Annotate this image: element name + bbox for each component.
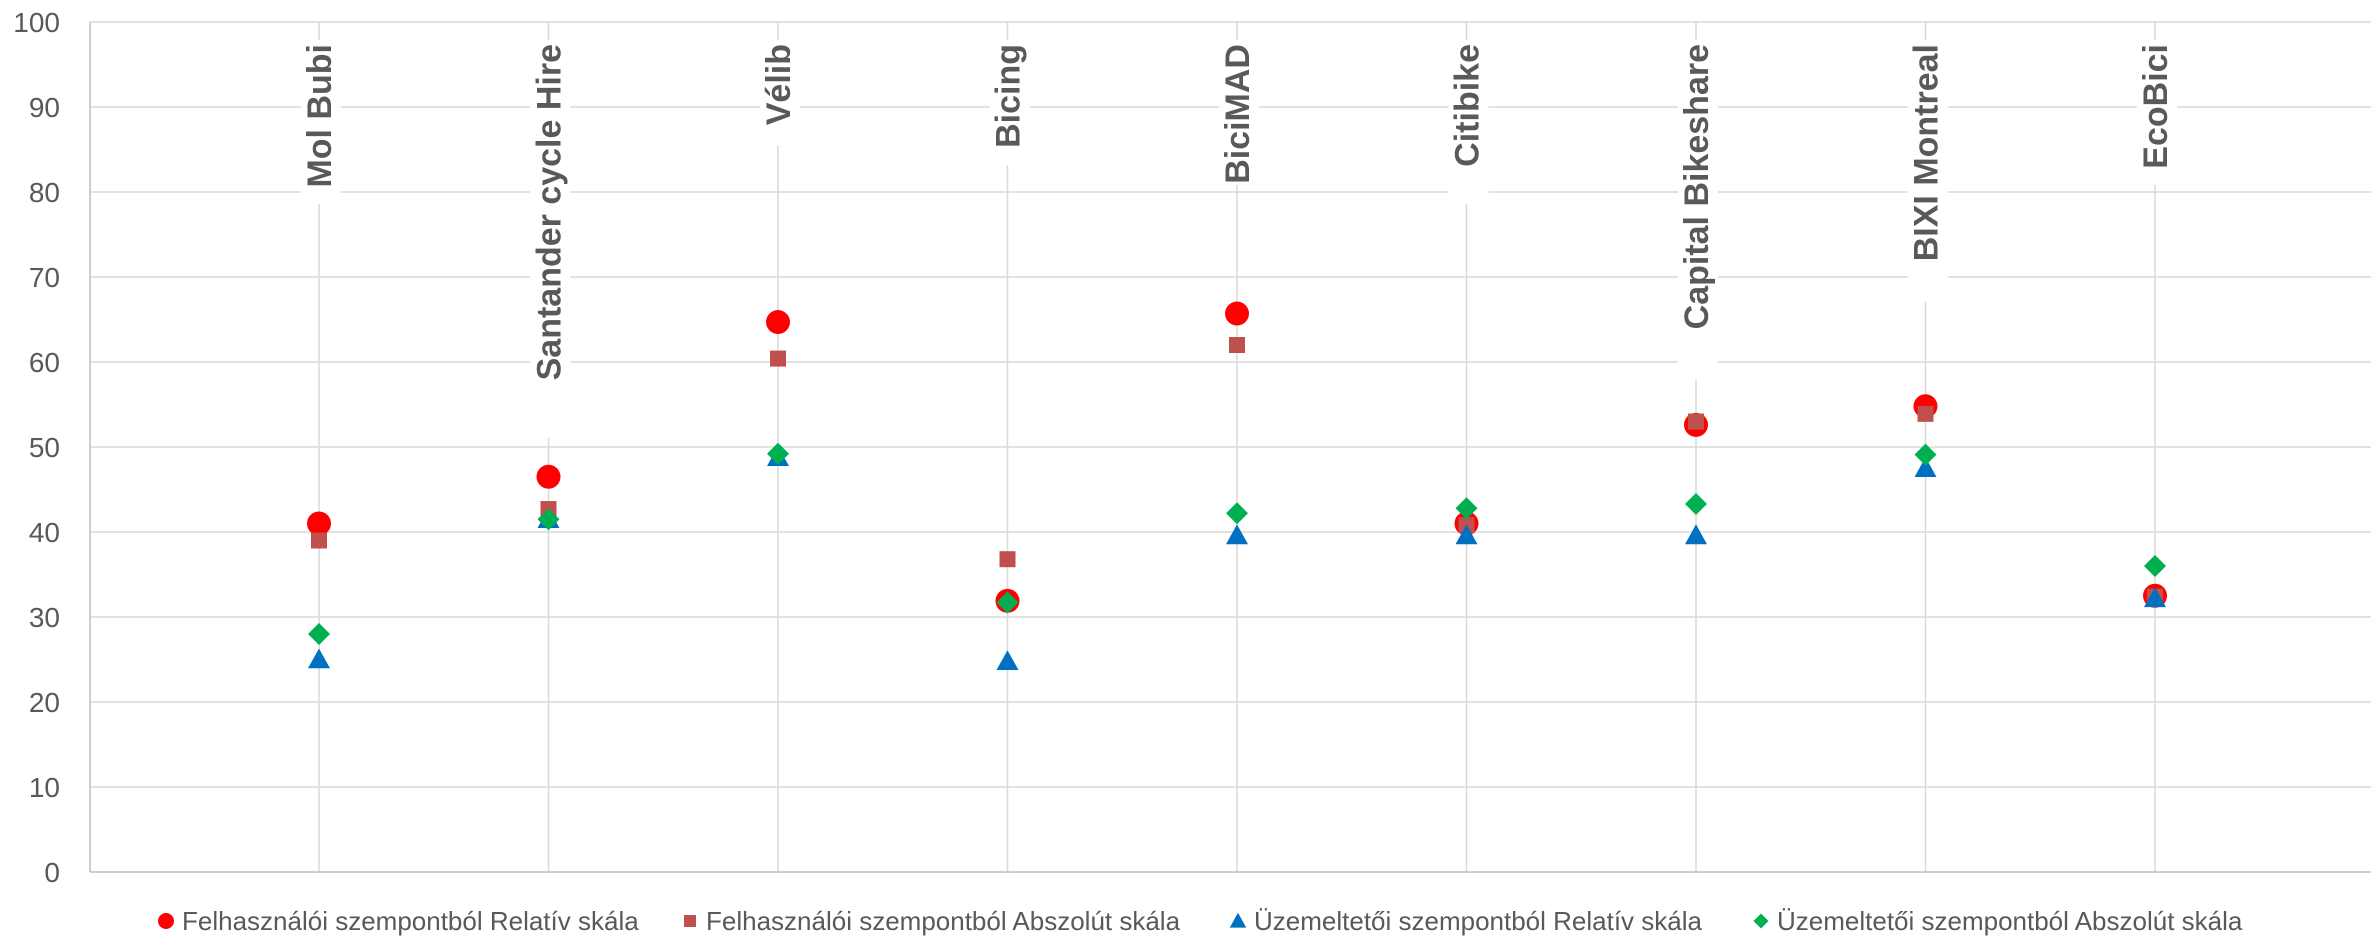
data-point (307, 511, 331, 536)
legend-item: Felhasználói szempontból Abszolút skála (684, 906, 1181, 936)
data-point (767, 442, 789, 465)
y-tick-label: 20 (29, 687, 60, 718)
category-label-group: BiciMAD (1219, 40, 1259, 185)
category-label-group: EcoBici (2137, 40, 2177, 185)
category-label: Citibike (1449, 44, 1487, 167)
data-point (1914, 457, 1937, 478)
category-label: EcoBici (2137, 44, 2175, 169)
legend-label: Üzemeltetői szempontból Abszolút skála (1777, 906, 2243, 936)
data-point (536, 464, 561, 489)
y-tick-label: 60 (29, 347, 60, 378)
data-point (308, 623, 330, 645)
legend-marker (684, 915, 696, 927)
category-label-group: Santander cycle Hire (530, 40, 571, 438)
data-point (1226, 502, 1248, 525)
data-point (537, 508, 560, 531)
category-labels: Mol Bubi Santander cycle Hire Vélib Bicing B… (301, 40, 2177, 438)
data-markers (307, 301, 2167, 670)
category-label-bg (1219, 40, 1259, 185)
legend-item: Üzemeltetői szempontból Relatív skála (1229, 906, 1703, 936)
legend-marker (1753, 913, 1769, 929)
data-point (996, 650, 1019, 670)
legend-label: Felhasználói szempontból Relatív skála (182, 906, 639, 936)
y-tick-label: 70 (29, 262, 60, 293)
data-point (1685, 492, 1707, 515)
y-tick-label: 90 (29, 92, 60, 123)
y-tick-label: 50 (29, 432, 60, 463)
data-point (2144, 587, 2166, 608)
data-point (308, 648, 330, 669)
y-tick-label: 100 (13, 7, 60, 38)
category-label-group: Bicing (989, 40, 1030, 165)
category-label: Bicing (990, 44, 1028, 148)
y-tick-label: 40 (29, 517, 60, 548)
category-label-bg (530, 40, 571, 438)
category-label-group: Capital Bikeshare (1678, 40, 1718, 380)
category-label-group: Mol Bubi (301, 40, 341, 204)
y-tick-label: 30 (29, 602, 60, 633)
legend-marker (158, 913, 174, 929)
data-point (1455, 497, 1478, 520)
data-point (1229, 337, 1245, 353)
category-label: Vélib (760, 44, 798, 125)
category-label-group: Vélib (760, 40, 800, 146)
category-label-bg (1448, 40, 1489, 204)
category-label-bg (301, 40, 341, 204)
y-tick-label: 10 (29, 772, 60, 803)
legend-marker (1229, 912, 1247, 928)
category-label-group: Citibike (1448, 40, 1489, 204)
data-point (999, 551, 1016, 568)
data-point (311, 532, 327, 549)
category-label-bg (989, 40, 1030, 165)
series-4 (308, 442, 2166, 645)
data-point (2144, 555, 2166, 577)
category-label-bg (760, 40, 800, 146)
legend-label: Felhasználói szempontból Abszolút skála (706, 906, 1181, 936)
category-label-bg (2137, 40, 2177, 185)
data-point (1688, 413, 1704, 430)
data-point (1914, 443, 1937, 466)
legend-item: Üzemeltetői szempontból Abszolút skála (1753, 906, 2243, 936)
data-point (1226, 524, 1248, 545)
data-point (1455, 524, 1478, 545)
data-point (1685, 524, 1707, 545)
legend-item: Felhasználói szempontból Relatív skála (158, 906, 639, 936)
category-label: BiciMAD (1219, 44, 1257, 184)
category-label-group: BIXI Montreal (1907, 40, 1948, 302)
data-point (770, 350, 786, 367)
category-label: Mol Bubi (301, 44, 339, 188)
category-label-bg (1907, 40, 1948, 302)
axes: 0 10 20 30 40 50 60 70 80 90 100 (13, 7, 2371, 888)
data-point (766, 310, 790, 335)
legend: Felhasználói szempontból Relatív skála Fe… (158, 906, 2243, 936)
category-label: Capital Bikeshare (1678, 44, 1716, 329)
y-tick-label: 80 (29, 177, 60, 208)
data-point (996, 591, 1019, 614)
category-label-bg (1678, 40, 1718, 380)
data-point (1917, 405, 1934, 422)
y-tick-label: 0 (44, 857, 60, 888)
legend-label: Üzemeltetői szempontból Relatív skála (1254, 906, 1703, 936)
category-label: BIXI Montreal (1908, 44, 1946, 261)
data-point (1225, 301, 1249, 326)
category-label: Santander cycle Hire (531, 44, 569, 380)
